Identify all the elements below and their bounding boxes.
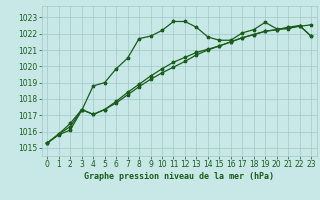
X-axis label: Graphe pression niveau de la mer (hPa): Graphe pression niveau de la mer (hPa) [84, 172, 274, 181]
